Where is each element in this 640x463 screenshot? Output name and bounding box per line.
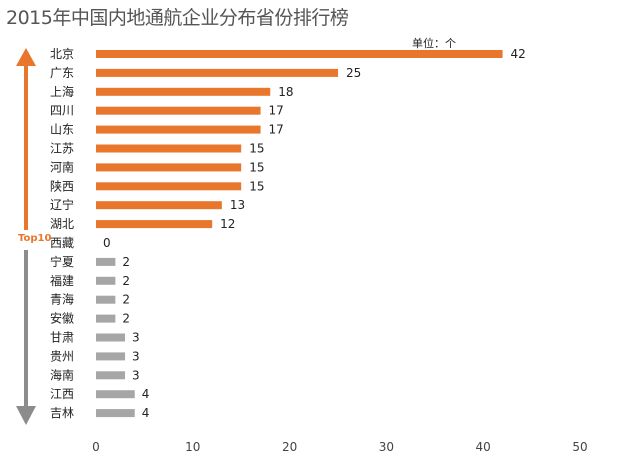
x-tick-label: 30 — [379, 440, 394, 454]
category-label: 江西 — [50, 387, 74, 401]
category-label: 江苏 — [50, 142, 74, 156]
bar-2 — [96, 87, 271, 96]
chart-title: 2015年中国内地通航企业分布省份排行榜 — [6, 7, 349, 29]
category-label: 河南 — [50, 159, 74, 174]
category-label: 吉林 — [50, 406, 74, 420]
value-label: 2 — [122, 293, 130, 307]
bar-7 — [96, 182, 242, 191]
category-label: 上海 — [50, 84, 74, 99]
value-label: 12 — [220, 217, 235, 231]
value-label: 18 — [278, 85, 293, 99]
bar-14 — [96, 314, 116, 323]
value-label: 3 — [132, 368, 140, 382]
bar-6 — [96, 163, 242, 172]
bar-12 — [96, 276, 116, 285]
bar-9 — [96, 220, 213, 229]
x-tick-label: 20 — [282, 440, 297, 454]
arrow-up-head — [16, 48, 36, 66]
category-label: 山东 — [50, 123, 74, 137]
category-label: 安徽 — [50, 311, 74, 326]
category-label: 福建 — [50, 273, 74, 288]
bar-3 — [96, 106, 261, 115]
value-label: 15 — [249, 142, 264, 156]
bar-19 — [96, 409, 135, 418]
bar-8 — [96, 201, 222, 210]
category-label: 湖北 — [50, 216, 74, 231]
value-label: 15 — [249, 179, 264, 193]
bar-0 — [96, 50, 503, 58]
category-label: 四川 — [50, 104, 74, 118]
category-label: 青海 — [50, 292, 74, 307]
x-tick-label: 40 — [476, 440, 491, 454]
arrow-up-shaft — [24, 64, 28, 230]
bar-18 — [96, 390, 135, 399]
value-label: 17 — [269, 123, 284, 137]
bar-5 — [96, 144, 242, 153]
category-label: 广东 — [50, 66, 74, 80]
bar-4 — [96, 125, 261, 134]
value-label: 2 — [122, 312, 130, 326]
arrow-up-icon — [16, 48, 36, 230]
category-label: 宁夏 — [50, 254, 74, 269]
bar-11 — [96, 257, 116, 266]
arrow-down-head — [16, 406, 36, 425]
category-label: 贵州 — [50, 349, 74, 363]
top10-label: Top10 — [18, 233, 52, 244]
bar-15 — [96, 333, 126, 342]
value-label: 25 — [346, 66, 361, 80]
category-label: 陕西 — [50, 178, 74, 193]
value-label: 2 — [122, 274, 130, 288]
value-label: 4 — [142, 406, 150, 420]
arrow-down-icon — [16, 250, 36, 425]
value-label: 17 — [269, 104, 284, 118]
value-label: 15 — [249, 160, 264, 174]
value-label: 13 — [230, 198, 245, 212]
category-label: 西藏 — [50, 236, 74, 250]
value-label: 3 — [132, 349, 140, 363]
unit-label: 单位：个 — [412, 37, 456, 50]
bar-1 — [96, 68, 338, 77]
value-label: 2 — [122, 255, 130, 269]
arrow-down-shaft — [24, 250, 28, 408]
category-label: 海南 — [50, 367, 74, 382]
category-label: 北京 — [50, 47, 74, 61]
x-tick-label: 50 — [572, 440, 587, 454]
bar-17 — [96, 371, 126, 380]
bar-16 — [96, 352, 126, 361]
value-label: 3 — [132, 331, 140, 345]
x-tick-label: 0 — [92, 440, 100, 454]
bar-13 — [96, 295, 116, 304]
value-label: 4 — [142, 387, 150, 401]
category-label: 辽宁 — [50, 197, 74, 212]
value-label: 42 — [511, 47, 526, 61]
category-label: 甘肃 — [50, 331, 74, 345]
value-label: 0 — [103, 236, 111, 250]
x-tick-label: 10 — [185, 440, 200, 454]
